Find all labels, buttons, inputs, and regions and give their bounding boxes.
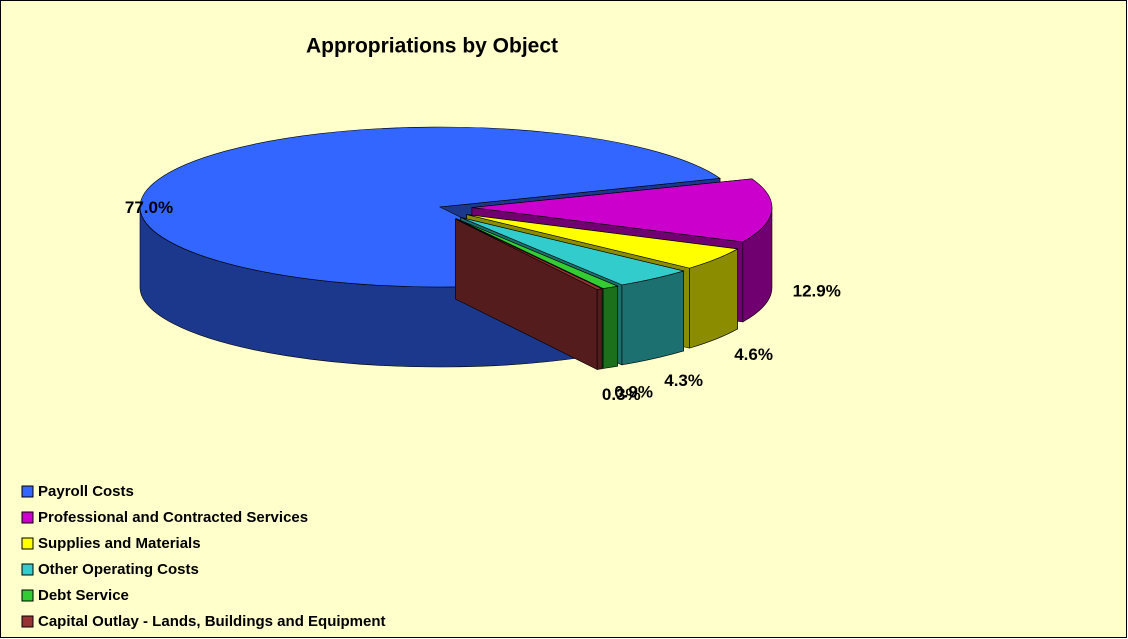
data-label: 0.3% (602, 385, 641, 404)
legend-swatch (21, 589, 34, 602)
chart-title: Appropriations by Object (306, 35, 558, 58)
slice-top (466, 214, 739, 269)
legend-swatch (21, 511, 34, 524)
data-label: 77.0% (125, 198, 173, 217)
slice-top (456, 218, 619, 289)
legend-swatch (21, 563, 34, 576)
slice-side (621, 270, 684, 366)
legend-label: Capital Outlay - Lands, Buildings and Eq… (38, 613, 386, 630)
slice-top (455, 218, 604, 290)
data-label: 0.9% (614, 383, 653, 402)
pie: 77.0% 12.9% 4.6% 4.3% 0.9%0.3% (125, 126, 841, 404)
legend-label: Debt Service (38, 587, 129, 604)
legend: Payroll Costs Professional and Contracted… (21, 483, 386, 630)
legend-swatch (21, 485, 34, 498)
data-label: 4.6% (734, 345, 773, 364)
slice-side (602, 285, 619, 369)
data-label: 12.9% (793, 281, 841, 300)
legend-swatch (21, 537, 34, 550)
legend-swatch (21, 615, 34, 628)
data-label: 4.3% (664, 371, 703, 390)
legend-label: Professional and Contracted Services (38, 509, 308, 526)
slice-top (471, 178, 773, 243)
slice-side (596, 288, 603, 370)
legend-label: Supplies and Materials (38, 535, 201, 552)
legend-label: Other Operating Costs (38, 561, 199, 578)
pie-slice (455, 218, 604, 370)
slice-top (460, 217, 685, 286)
legend-label: Payroll Costs (38, 483, 134, 500)
slice-top (139, 126, 721, 288)
